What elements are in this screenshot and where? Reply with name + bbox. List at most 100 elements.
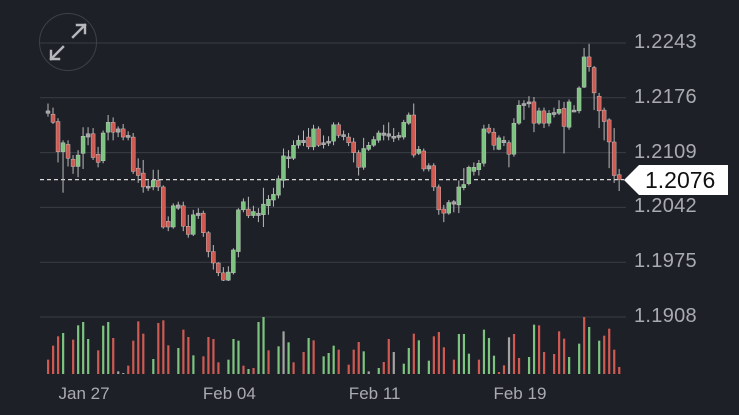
candle-body xyxy=(296,140,301,146)
candle-body xyxy=(151,180,156,188)
candle-body xyxy=(526,101,532,105)
volume-bar xyxy=(262,317,265,374)
volume-bar xyxy=(337,349,340,374)
volume-bar xyxy=(608,328,611,374)
candle-body xyxy=(386,133,391,137)
volume-bar xyxy=(532,324,536,374)
candle-body xyxy=(466,167,472,184)
volume-bar xyxy=(322,356,325,374)
candle-body xyxy=(581,56,587,88)
volume-bar xyxy=(312,340,315,374)
candle-body xyxy=(181,205,186,227)
volume-bar xyxy=(287,342,290,374)
volume-bar xyxy=(467,353,471,374)
candle-body xyxy=(311,128,316,148)
candle-body xyxy=(55,121,61,152)
candle-body xyxy=(426,165,431,170)
volume-bar xyxy=(563,338,566,374)
candle-body xyxy=(411,114,416,156)
candle-body xyxy=(266,199,271,206)
volume-bar xyxy=(122,373,125,374)
volume-bar xyxy=(307,338,310,374)
volume-bar xyxy=(292,362,295,374)
expand-button[interactable] xyxy=(39,13,97,71)
volume-bar xyxy=(137,321,140,374)
candle-body xyxy=(406,114,411,124)
candle-body xyxy=(135,167,141,176)
volume-bar xyxy=(407,348,410,374)
candle-body xyxy=(45,110,51,114)
volume-bar xyxy=(232,339,235,374)
volume-bar xyxy=(82,322,85,374)
volume-bar xyxy=(402,363,405,374)
candle-body xyxy=(90,133,96,158)
x-tick-label: Jan 27 xyxy=(58,384,110,403)
candle-body xyxy=(256,212,261,216)
candle-body xyxy=(166,221,171,228)
candle-body xyxy=(191,214,196,235)
volume-bar xyxy=(182,329,185,374)
volume-bar xyxy=(432,336,435,374)
volume-bar xyxy=(77,325,80,374)
candle-body xyxy=(611,141,617,176)
candle-body xyxy=(110,122,116,133)
candle-body xyxy=(120,128,126,138)
candle-body xyxy=(326,140,331,144)
candle-body xyxy=(566,101,572,128)
volume-bar xyxy=(167,345,170,374)
candle-body xyxy=(246,208,251,216)
volume-bar xyxy=(487,338,491,374)
volume-bar xyxy=(613,349,616,374)
candle-body xyxy=(591,67,597,94)
volume-bar xyxy=(537,325,541,374)
volume-bar xyxy=(437,332,440,374)
y-tick-label: 1.1975 xyxy=(634,250,697,273)
volume-bar xyxy=(192,355,195,374)
volume-bar xyxy=(102,325,105,374)
candle-body xyxy=(65,144,71,159)
volume-bar xyxy=(47,359,50,374)
volume-bar xyxy=(237,340,240,374)
volume-bar xyxy=(482,329,486,374)
candle-body xyxy=(616,174,622,180)
volume-bar xyxy=(352,349,355,374)
volume-bar xyxy=(462,334,466,374)
volume-bar xyxy=(583,317,586,374)
candle-body xyxy=(156,180,161,188)
volume-bar xyxy=(517,358,521,374)
volume-bar xyxy=(618,367,621,374)
volume-bar xyxy=(598,340,601,374)
candle-body xyxy=(125,135,131,138)
candle-body xyxy=(436,186,441,211)
volume-bar xyxy=(142,333,145,374)
volume-bar xyxy=(227,359,230,374)
candle-body xyxy=(401,122,406,138)
candle-body xyxy=(396,135,401,138)
candle-body xyxy=(226,271,231,281)
candle-body xyxy=(221,272,226,281)
candle-body xyxy=(446,202,451,214)
candle-body xyxy=(456,186,462,206)
volume-bar xyxy=(57,336,60,374)
candle-body xyxy=(291,145,296,159)
volume-bar xyxy=(492,355,496,374)
candle-body xyxy=(286,156,291,159)
expand-arrows-icon xyxy=(49,23,87,61)
volume-bar xyxy=(553,354,556,374)
candle-body xyxy=(476,163,482,170)
volume-bar xyxy=(507,337,511,374)
candle-body xyxy=(371,139,376,146)
candle-body xyxy=(606,119,612,143)
candle-body xyxy=(551,112,557,115)
volume-bar xyxy=(377,368,380,374)
y-tick-label: 1.2109 xyxy=(634,140,697,163)
candle-body xyxy=(176,204,181,209)
candle-body xyxy=(60,142,66,152)
volume-bar xyxy=(427,360,430,374)
candle-body xyxy=(216,262,221,274)
candle-body xyxy=(231,249,236,274)
x-tick-label: Feb 11 xyxy=(348,384,401,403)
candle-body xyxy=(596,95,602,112)
volume-bar xyxy=(588,327,591,374)
